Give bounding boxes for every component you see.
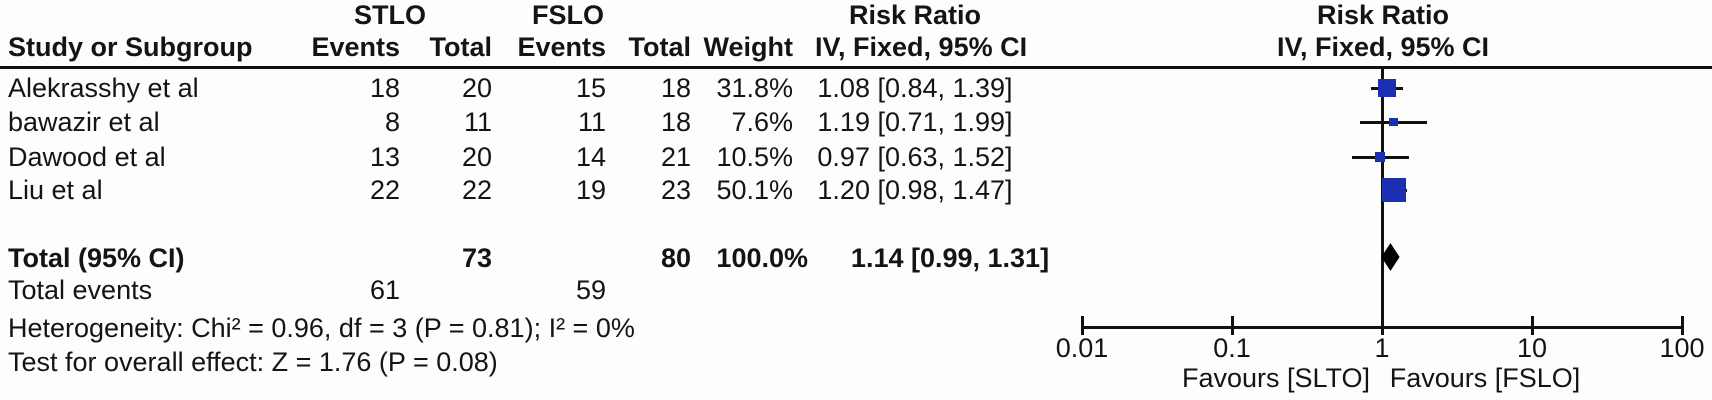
fslo-events-value: 15: [575, 73, 606, 103]
col-header-method-plot: IV, Fixed, 95% CI: [1276, 32, 1490, 62]
total-events-fslo: 59: [575, 275, 606, 305]
ci-text: 0.97 [0.63, 1.52]: [817, 142, 1013, 172]
axis-tick-label: 0.01: [1055, 333, 1109, 363]
stlo-total-value: 11: [463, 107, 492, 137]
stlo-events-value: 8: [384, 107, 400, 137]
col-header-stlo-total: Total: [429, 32, 493, 62]
group-header-stlo: STLO: [354, 0, 426, 30]
ci-text: 1.08 [0.84, 1.39]: [817, 73, 1013, 103]
stlo-total-value: 20: [461, 73, 492, 103]
total-weight: 100.0%: [716, 243, 808, 273]
col-header-method-text: IV, Fixed, 95% CI: [815, 32, 1028, 62]
effect-square: [1381, 177, 1406, 202]
header-rule: [0, 66, 1712, 69]
col-header-stlo-events: Events: [311, 32, 400, 62]
axis-tick-label: 10: [1516, 333, 1548, 363]
stlo-total-value: 20: [461, 142, 492, 172]
effect-square: [1378, 79, 1396, 97]
effect-square: [1375, 152, 1385, 162]
overall-effect-stats: Test for overall effect: Z = 1.76 (P = 0…: [8, 347, 498, 377]
ci-text: 1.20 [0.98, 1.47]: [817, 175, 1013, 205]
study-name: bawazir et al: [8, 107, 160, 137]
risk-ratio-header-text: Risk Ratio: [848, 0, 982, 30]
weight-value: 50.1%: [716, 175, 793, 205]
heterogeneity-stats: Heterogeneity: Chi² = 0.96, df = 3 (P = …: [8, 313, 635, 343]
col-header-study: Study or Subgroup: [8, 32, 253, 62]
axis-tick: [1380, 316, 1384, 335]
fslo-events-value: 11: [577, 107, 606, 137]
stlo-events-value: 18: [369, 73, 400, 103]
pooled-diamond: [1381, 243, 1400, 271]
favours-right-label: Favours [FSLO]: [1389, 363, 1581, 393]
axis-tick: [1680, 316, 1684, 335]
col-header-fslo-total: Total: [628, 32, 692, 62]
axis-tick: [1080, 316, 1084, 335]
total-ci-text: 1.14 [0.99, 1.31]: [850, 243, 1050, 273]
total-label: Total (95% CI): [8, 243, 185, 273]
fslo-total-value: 18: [660, 107, 691, 137]
axis-tick-label: 0.1: [1213, 333, 1251, 363]
fslo-total-value: 23: [660, 175, 691, 205]
study-name: Liu et al: [8, 175, 103, 205]
axis-tick: [1530, 316, 1534, 335]
group-header-fslo: FSLO: [532, 0, 604, 30]
study-name: Dawood et al: [8, 142, 166, 172]
fslo-events-value: 19: [575, 175, 606, 205]
col-header-fslo-events: Events: [517, 32, 606, 62]
effect-square: [1388, 117, 1398, 127]
fslo-total-value: 18: [660, 73, 691, 103]
weight-value: 31.8%: [716, 73, 793, 103]
fslo-total-value: 21: [660, 142, 691, 172]
total-events-stlo: 61: [369, 275, 400, 305]
ci-text: 1.19 [0.71, 1.99]: [817, 107, 1013, 137]
axis-tick: [1230, 316, 1234, 335]
risk-ratio-header-plot: Risk Ratio: [1316, 0, 1450, 30]
total-fslo-n: 80: [660, 243, 691, 273]
fslo-events-value: 14: [575, 142, 606, 172]
axis-tick-label: 1: [1374, 333, 1390, 363]
axis-tick-label: 100: [1659, 333, 1705, 363]
study-name: Alekrasshy et al: [8, 73, 199, 103]
total-events-label: Total events: [8, 275, 153, 305]
stlo-events-value: 22: [369, 175, 400, 205]
weight-value: 10.5%: [716, 142, 793, 172]
stlo-events-value: 13: [369, 142, 400, 172]
col-header-weight: Weight: [703, 32, 794, 62]
total-stlo-n: 73: [461, 243, 492, 273]
stlo-total-value: 22: [461, 175, 492, 205]
weight-value: 7.6%: [731, 107, 793, 137]
favours-left-label: Favours [SLTO]: [1181, 363, 1371, 393]
